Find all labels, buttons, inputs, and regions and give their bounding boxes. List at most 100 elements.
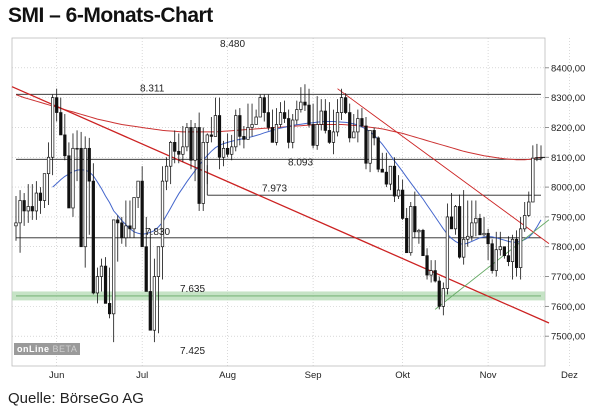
level-lines-layer — [16, 93, 541, 297]
candle-body-down — [433, 270, 437, 282]
candle-body-down — [327, 130, 331, 143]
candle-body-down — [107, 303, 112, 315]
candle-body-down — [242, 136, 246, 140]
candle-body-down — [197, 127, 201, 204]
chart-title: SMI – 6-Monats-Chart — [8, 4, 213, 27]
candle-body-up — [71, 147, 75, 209]
ma-long-line — [15, 94, 542, 161]
candle-body-down — [405, 218, 409, 254]
candle-body-down — [364, 125, 368, 164]
candle-body-down — [348, 112, 352, 139]
candle-body-down — [360, 118, 364, 127]
candle-body-up — [482, 232, 486, 236]
candle-body-up — [291, 119, 295, 143]
candle-body-up — [164, 165, 169, 182]
candle-body-up — [315, 124, 319, 146]
candle-body-down — [262, 97, 266, 113]
y-tick-label: 8000,00 — [551, 183, 585, 194]
candle-body-down — [189, 127, 193, 161]
candle-body-down — [217, 115, 222, 158]
candle-body-down — [173, 142, 177, 152]
candle-body-down — [380, 168, 384, 173]
level-annotation: 7.973 — [262, 184, 287, 195]
candle-body-up — [462, 238, 466, 258]
candle-body-up — [523, 215, 527, 230]
level-annotation: 8.311 — [140, 84, 165, 95]
candle-body-down — [270, 127, 275, 143]
candle-body-up — [494, 249, 498, 271]
candle-body-down — [128, 225, 132, 230]
candle-body-up — [83, 147, 87, 248]
candle-body-up — [429, 270, 433, 276]
candle-body-down — [79, 147, 83, 248]
trendline-down-short — [337, 88, 550, 245]
candle-body-up — [34, 192, 38, 212]
candle-body-up — [441, 288, 445, 307]
level-annotation: 8.093 — [288, 158, 313, 169]
candle-body-up — [339, 97, 344, 113]
candle-body-up — [99, 265, 104, 277]
y-tick-label: 7500,00 — [551, 332, 585, 343]
y-tick-label: 8400,00 — [551, 63, 585, 74]
y-tick-label: 7800,00 — [551, 242, 585, 253]
candle-body-down — [449, 216, 454, 230]
candle-body-down — [392, 165, 397, 197]
y-tick-label: 8100,00 — [551, 153, 585, 164]
candle-body-up — [278, 112, 283, 125]
candle-body-up — [181, 146, 185, 155]
candle-body-down — [144, 246, 148, 292]
candle-body-down — [457, 206, 462, 258]
candle-body-up — [510, 238, 515, 262]
candle-body-down — [91, 180, 95, 294]
trendline-down-long — [11, 86, 550, 324]
candle-body-up — [42, 173, 47, 201]
candle-body-down — [209, 134, 213, 137]
candle-body-down — [413, 206, 417, 233]
candle-body-up — [185, 127, 189, 148]
candle-body-up — [535, 157, 539, 159]
candle-body-down — [401, 189, 405, 219]
candle-body-down — [266, 112, 270, 128]
candle-body-up — [319, 110, 323, 125]
candle-body-up — [299, 101, 303, 110]
x-tick-label: Jul — [136, 370, 148, 381]
candle-body-down — [486, 232, 490, 245]
level-annotation: 7.830 — [145, 227, 170, 238]
candle-body-down — [38, 192, 43, 201]
x-tick-label: Nov — [480, 370, 497, 381]
annotation-layer: 8.480 8.311 8.093 7.973 7.830 7.635 7.425 — [140, 39, 313, 357]
level-annotation: 7.635 — [180, 284, 205, 295]
level-annotation: 7.425 — [180, 346, 205, 357]
candle-body-up — [160, 180, 165, 248]
y-tick-label: 7900,00 — [551, 212, 585, 223]
candle-body-up — [14, 222, 18, 227]
candle-body-down — [238, 115, 242, 137]
candle-body-up — [417, 229, 421, 233]
x-tick-label: Sep — [305, 370, 322, 381]
candle-body-up — [156, 246, 161, 277]
grid-layer — [11, 37, 570, 367]
candle-body-down — [437, 280, 441, 307]
candle-body-down — [63, 134, 67, 157]
candle-body-down — [140, 180, 144, 248]
candle-body-down — [490, 243, 494, 271]
candle-body-up — [250, 124, 254, 128]
candle-body-down — [372, 130, 376, 139]
candle-body-down — [311, 124, 315, 146]
y-tick-label: 7600,00 — [551, 302, 585, 313]
candle-body-up — [95, 276, 100, 294]
candle-body-up — [112, 219, 116, 315]
candles-layer — [14, 84, 543, 343]
candle-body-up — [356, 118, 360, 133]
candle-body-up — [205, 134, 209, 143]
candle-body-up — [18, 200, 22, 224]
candle-body-down — [287, 118, 291, 143]
x-tick-label: Dez — [561, 370, 578, 381]
candle-body-down — [307, 104, 311, 125]
y-tick-label: 8200,00 — [551, 123, 585, 134]
candle-body-down — [226, 147, 230, 155]
candle-body-up — [221, 147, 226, 158]
candle-body-down — [67, 155, 71, 209]
x-tick-label: Jun — [49, 370, 64, 381]
candle-body-down — [425, 255, 429, 276]
